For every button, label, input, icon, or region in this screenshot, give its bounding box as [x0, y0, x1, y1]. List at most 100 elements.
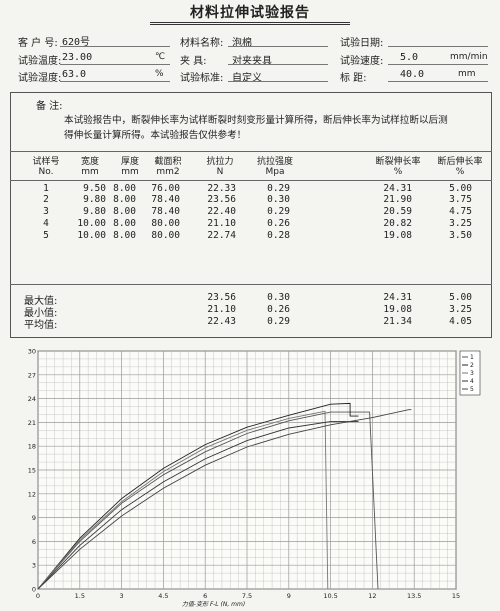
cell: 23.56: [207, 194, 236, 205]
cell: 9.50: [83, 183, 106, 194]
customer-value: 620号: [62, 37, 91, 48]
x-tick-label: 0: [36, 592, 40, 600]
stats-label: 最大值:: [24, 296, 58, 307]
x-tick-label: 4.5: [158, 592, 168, 600]
customer-underline: [60, 46, 170, 47]
legend-label: 5: [470, 386, 474, 393]
cell: 0.29: [267, 206, 290, 217]
cell: 5.00: [449, 183, 472, 194]
speed-value: 5.0: [400, 52, 419, 63]
temp-value: 23.00: [62, 52, 93, 63]
report-frame: [10, 92, 492, 338]
cell: 9.80: [83, 206, 106, 217]
col-header-area: 截面积 mm2: [154, 157, 182, 177]
cell: 21.34: [383, 316, 412, 327]
cell: 0.29: [267, 183, 290, 194]
y-tick-label: 6: [32, 538, 36, 546]
temp-unit: ℃: [155, 52, 166, 62]
y-tick-label: 30: [28, 348, 36, 356]
y-tick-label: 3: [32, 562, 36, 570]
gauge-label: 标 距:: [340, 73, 367, 84]
cell: 8.00: [113, 183, 136, 194]
speed-unit: mm/min: [450, 52, 488, 62]
note-line-1: 本试验报告中，断裂伸长率为试样断裂时刻变形量计算所得，断后伸长率为试样拉断以后测: [64, 115, 448, 126]
cell: 0.28: [267, 230, 290, 241]
y-tick-label: 27: [28, 371, 36, 379]
col-header-width: 宽度 mm: [80, 157, 99, 177]
x-tick-label: 13.5: [407, 592, 421, 600]
y-tick-label: 18: [28, 443, 36, 451]
col-header-strength: 抗拉强度 Mpa: [256, 157, 293, 177]
material-label: 材料名称:: [180, 38, 224, 49]
fixture-label: 夹 具:: [180, 56, 207, 67]
legend-label: 3: [470, 370, 474, 377]
x-axis-label: 力值-变形 F-L (N, mm): [182, 600, 245, 607]
cell: 0.26: [267, 218, 290, 229]
title-underline: [150, 22, 350, 23]
legend-label: 4: [470, 378, 474, 385]
col-header-no: 试样号 No.: [32, 157, 60, 177]
speed-underline: [388, 64, 488, 65]
cell: 10.00: [77, 218, 106, 229]
cell: 24.31: [383, 183, 412, 194]
stats-label: 平均值:: [24, 320, 58, 331]
humidity-label: 试验湿度:: [18, 73, 62, 84]
cell: 20.82: [383, 218, 412, 229]
cell: 3.75: [449, 194, 472, 205]
cell: 22.74: [207, 230, 236, 241]
note-line-2: 得伸长量计算所得。本试验报告仅供参考！: [64, 130, 247, 141]
temp-underline: [60, 64, 170, 65]
stats-label: 最小值:: [24, 308, 58, 319]
date-label: 试验日期:: [340, 38, 384, 49]
col-header-elongation-after: 断后伸长率%: [437, 157, 483, 177]
temp-label: 试验温度:: [18, 56, 62, 67]
cell: 8.00: [113, 206, 136, 217]
cell: 21.10: [207, 218, 236, 229]
fixture-underline: [228, 64, 328, 65]
cell: 5: [43, 230, 49, 241]
x-tick-label: 12: [368, 592, 376, 600]
x-tick-label: 9: [287, 592, 291, 600]
y-tick-label: 12: [28, 490, 36, 498]
cell: 3.25: [449, 304, 472, 315]
cell: 4.75: [449, 206, 472, 217]
cell: 22.40: [207, 206, 236, 217]
cell: 3: [43, 206, 49, 217]
cell: 0.29: [267, 316, 290, 327]
material-value: 泡棉: [232, 38, 252, 49]
cell: 4.05: [449, 316, 472, 327]
y-tick-label: 0: [32, 586, 36, 594]
col-header-elongation-break: 断裂伸长率%: [375, 157, 421, 177]
standard-label: 试验标准:: [180, 73, 224, 84]
humidity-underline: [60, 81, 170, 82]
x-tick-label: 7.5: [242, 592, 252, 600]
cell: 2: [43, 194, 49, 205]
report-title: 材料拉伸试验报告: [190, 5, 310, 21]
cell: 0.30: [267, 194, 290, 205]
gauge-value: 40.0: [400, 69, 425, 80]
series-line-3: [37, 410, 329, 590]
cell: 0.30: [267, 292, 290, 303]
humidity-value: 63.0: [62, 69, 87, 80]
x-tick-label: 10.5: [323, 592, 337, 600]
cell: 10.00: [77, 230, 106, 241]
customer-label: 客 户 号:: [18, 38, 58, 49]
cell: 19.08: [383, 230, 412, 241]
material-underline: [228, 46, 328, 47]
legend-label: 2: [470, 362, 474, 369]
x-tick-label: 3: [120, 592, 124, 600]
cell: 8.00: [113, 230, 136, 241]
gauge-unit: mm: [458, 69, 476, 79]
y-tick-label: 9: [32, 514, 36, 522]
cell: 76.00: [151, 183, 180, 194]
cell: 1: [43, 183, 49, 194]
col-header-thickness: 厚度 mm: [120, 157, 139, 177]
humidity-unit: %: [155, 69, 164, 79]
date-underline: [388, 46, 488, 47]
cell: 80.00: [151, 218, 180, 229]
cell: 78.40: [151, 194, 180, 205]
note-label: 备 注:: [36, 101, 63, 112]
cell: 20.59: [383, 206, 412, 217]
gauge-underline: [388, 81, 488, 82]
cell: 24.31: [383, 292, 412, 303]
